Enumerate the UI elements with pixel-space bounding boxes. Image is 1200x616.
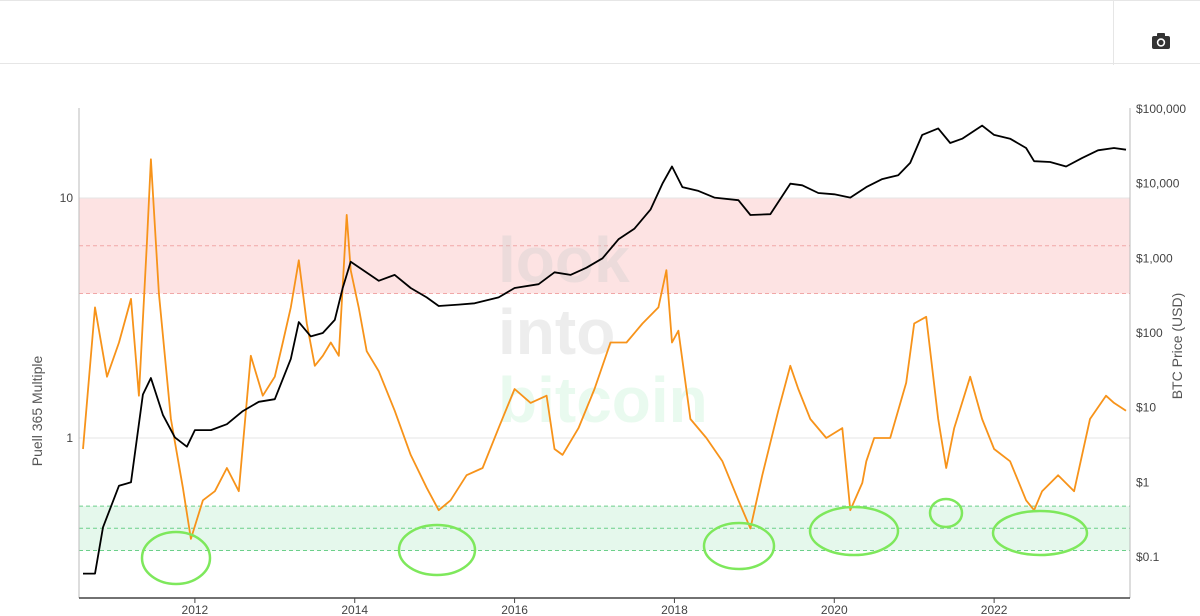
right-tick-label: $10,000 <box>1136 177 1180 191</box>
grid-lines <box>79 197 1130 439</box>
toolbar-divider <box>1113 1 1114 65</box>
x-tick-label: 2018 <box>661 603 688 616</box>
watermark-line1: look <box>498 224 630 296</box>
right-tick-label: $0.1 <box>1136 550 1160 564</box>
chart-toolbar <box>0 0 1200 65</box>
annotation-circle-2011 <box>140 530 212 586</box>
series-puell-multiple <box>82 158 1127 540</box>
axes: 1 10 $0.1 $1 $10 $100 $1,000 $10,000 $100,000 201… <box>60 102 1187 616</box>
x-tick-label: 2012 <box>182 603 209 616</box>
y-axis-right-label: BTC Price (USD) <box>1169 293 1185 400</box>
camera-icon[interactable] <box>1140 26 1182 58</box>
annotation-circle-2020 <box>808 505 900 557</box>
watermark: look into bitcoin <box>498 224 708 436</box>
watermark-line2: into <box>498 296 615 368</box>
x-tick-label: 2016 <box>501 603 528 616</box>
series-btc-price <box>83 124 1127 575</box>
zone-bands <box>79 197 1130 551</box>
circle-annotations <box>140 497 1089 586</box>
watermark-line3: bitcoin <box>498 364 708 436</box>
annotation-circle-2019 <box>702 521 776 571</box>
right-tick-label: $100,000 <box>1136 102 1186 116</box>
right-tick-label: $1,000 <box>1136 251 1173 265</box>
right-tick-label: $1 <box>1136 475 1150 489</box>
annotation-circle-2021 <box>928 497 964 529</box>
left-tick-label: 1 <box>66 431 73 445</box>
left-tick-label: 10 <box>60 191 74 205</box>
series-lines <box>82 124 1127 575</box>
x-tick-label: 2020 <box>821 603 848 616</box>
x-tick-label: 2022 <box>981 603 1008 616</box>
y-axis-left-label: Puell 365 Multiple <box>29 356 45 467</box>
puell-multiple-chart: look into bitcoin 1 10 $0.1 $1 $10 $100 $1,000… <box>29 102 1187 616</box>
annotation-circle-2022 <box>991 509 1089 557</box>
right-tick-label: $10 <box>1136 401 1156 415</box>
annotation-circle-2015 <box>397 523 477 577</box>
right-tick-label: $100 <box>1136 326 1163 340</box>
x-tick-label: 2014 <box>341 603 368 616</box>
